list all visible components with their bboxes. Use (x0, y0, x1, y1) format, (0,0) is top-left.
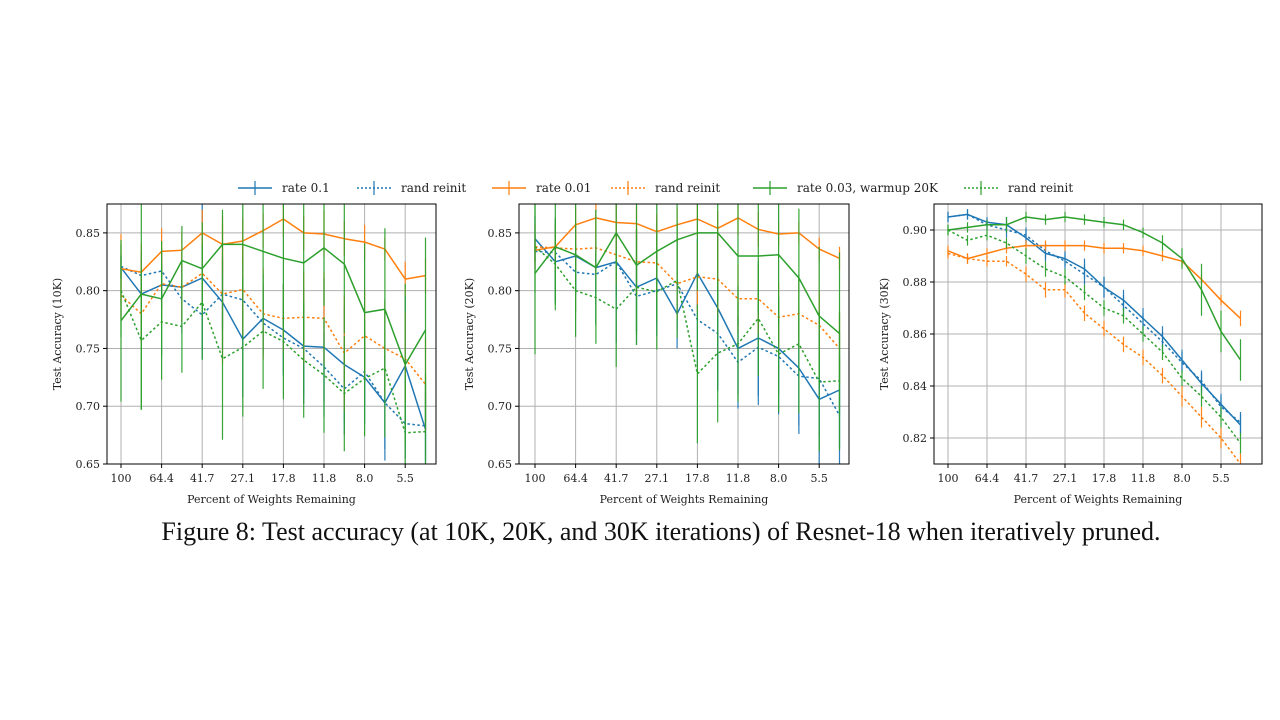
axes-frame (106, 203, 437, 465)
y-axis-label: Test Accuracy (20K) (463, 278, 476, 390)
series-1 (534, 227, 841, 464)
series-4 (120, 204, 427, 446)
x-tick-label: 8.0 (1173, 472, 1191, 485)
y-tick-label: 0.88 (903, 276, 928, 289)
legend-label: rand reinit (1008, 181, 1073, 195)
series-line (534, 250, 841, 416)
y-tick-label: 0.80 (488, 285, 513, 298)
series-line (120, 265, 426, 427)
figure-caption: Figure 8: Test accuracy (at 10K, 20K, an… (161, 517, 1161, 546)
series-line (534, 246, 840, 383)
x-tick-label: 100 (111, 472, 132, 485)
x-tick-label: 17.8 (1092, 472, 1117, 485)
legend-entry: rate 0.1 (238, 181, 330, 195)
series-line (120, 290, 426, 434)
x-tick-label: 41.7 (604, 472, 629, 485)
y-tick-label: 0.82 (903, 432, 928, 445)
series-line (947, 213, 1242, 426)
series-5 (947, 224, 1242, 454)
series-line (120, 272, 427, 385)
axes-frame (518, 203, 850, 465)
x-axis-label: Percent of Weights Remaining (600, 493, 769, 506)
series-line (534, 238, 840, 401)
chart-panel: 100 64.4 41.7 27.1 17.8 11.8 8.0 5.5 0.65 0.70 0.7… (51, 203, 437, 506)
series-3 (120, 224, 427, 431)
x-tick-label: 5.5 (396, 472, 414, 485)
legend-label: rate 0.1 (282, 181, 330, 195)
x-tick-label: 5.5 (1212, 472, 1230, 485)
series-line (120, 243, 427, 366)
y-tick-label: 0.65 (488, 458, 513, 471)
series-line (947, 213, 1241, 423)
x-axis-label: Percent of Weights Remaining (187, 493, 356, 506)
y-tick-label: 0.70 (488, 400, 513, 413)
series-4 (947, 211, 1242, 381)
series-line (947, 216, 1242, 361)
plot-area (947, 209, 1242, 464)
y-axis-label: Test Accuracy (30K) (878, 278, 891, 390)
y-axis-label: Test Accuracy (10K) (51, 278, 64, 390)
x-tick-label: 11.8 (312, 472, 337, 485)
legend-label: rate 0.01 (536, 181, 591, 195)
series-line (534, 232, 840, 334)
legend-entry: rate 0.03, warmup 20K (753, 181, 939, 195)
y-tick-label: 0.75 (76, 342, 101, 355)
chart-panels: 100 64.4 41.7 27.1 17.8 11.8 8.0 5.5 0.65 0.70 0.7… (51, 203, 1263, 506)
x-tick-label: 27.1 (231, 472, 256, 485)
y-tick-label: 0.65 (76, 458, 101, 471)
series-line (120, 218, 426, 280)
x-tick-label: 27.1 (645, 472, 670, 485)
legend-entry: rand reinit (611, 181, 720, 195)
x-tick-label: 64.4 (975, 472, 1000, 485)
x-tick-label: 100 (525, 472, 546, 485)
legend-label: rand reinit (401, 181, 466, 195)
x-tick-label: 17.8 (685, 472, 710, 485)
legend-label: rand reinit (655, 181, 720, 195)
series-1 (120, 247, 427, 461)
series-line (947, 229, 1242, 444)
x-tick-label: 100 (938, 472, 959, 485)
series-0 (120, 204, 427, 464)
y-tick-label: 0.80 (76, 285, 101, 298)
chart-panel: 100 64.4 41.7 27.1 17.8 11.8 8.0 5.5 0.65 0.70 0.7… (463, 203, 850, 506)
y-tick-label: 0.85 (488, 227, 513, 240)
y-tick-label: 0.84 (903, 380, 928, 393)
y-tick-label: 0.90 (903, 224, 928, 237)
y-tick-label: 0.70 (76, 400, 101, 413)
plot-area (534, 204, 841, 464)
x-tick-label: 5.5 (810, 472, 828, 485)
series-line (947, 252, 1242, 464)
y-tick-label: 0.85 (76, 227, 101, 240)
x-tick-label: 64.4 (149, 472, 174, 485)
series-0 (947, 209, 1242, 436)
plot-area (120, 204, 427, 464)
legend-entry: rand reinit (964, 181, 1073, 195)
x-tick-label: 11.8 (726, 472, 751, 485)
x-tick-label: 41.7 (190, 472, 215, 485)
y-tick-label: 0.86 (903, 328, 928, 341)
x-tick-label: 41.7 (1014, 472, 1039, 485)
series-4 (534, 204, 841, 415)
x-tick-label: 64.4 (563, 472, 588, 485)
x-tick-label: 8.0 (770, 472, 788, 485)
x-tick-label: 8.0 (356, 472, 374, 485)
x-tick-label: 17.8 (271, 472, 296, 485)
series-5 (120, 244, 427, 464)
x-tick-label: 11.8 (1131, 472, 1156, 485)
x-axis-label: Percent of Weights Remaining (1014, 493, 1183, 506)
series-5 (534, 204, 841, 452)
legend: rate 0.1 rand reinit rate 0.01 rand reinit r… (238, 181, 1073, 195)
legend-label: rate 0.03, warmup 20K (797, 181, 939, 195)
x-tick-label: 27.1 (1053, 472, 1078, 485)
series-line (534, 246, 841, 349)
chart-panel: 100 64.4 41.7 27.1 17.8 11.8 8.0 5.5 0.82 0.84 0.8… (878, 203, 1263, 506)
legend-entry: rand reinit (357, 181, 466, 195)
series-line (947, 244, 1242, 319)
y-tick-label: 0.75 (488, 342, 513, 355)
series-line (534, 217, 840, 259)
legend-entry: rate 0.01 (492, 181, 591, 195)
